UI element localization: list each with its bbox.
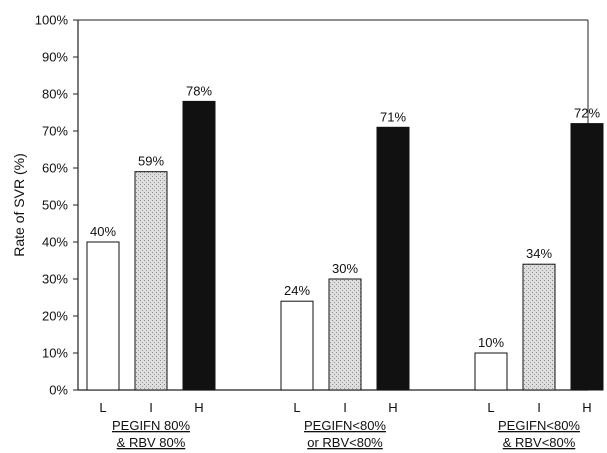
y-tick-label: 80% — [42, 87, 68, 102]
y-tick-label: 90% — [42, 50, 68, 65]
data-label: 24% — [284, 283, 310, 298]
data-label: 72% — [574, 106, 600, 121]
bar-l — [474, 352, 508, 391]
bar-h — [570, 123, 604, 391]
bar-h — [182, 100, 216, 391]
y-tick-label: 100% — [35, 13, 69, 28]
x-category-label: H — [194, 400, 203, 415]
group-label: PEGIFN<80% — [304, 418, 386, 433]
x-category-label: L — [99, 400, 106, 415]
y-tick-label: 10% — [42, 346, 68, 361]
group-label: PEGIFN 80% — [112, 418, 190, 433]
data-label: 71% — [380, 109, 406, 124]
y-tick-label: 0% — [49, 383, 68, 398]
bar-i — [328, 278, 362, 391]
bar-h — [376, 126, 410, 391]
data-label: 78% — [186, 83, 212, 98]
data-label: 40% — [90, 224, 116, 239]
group-label: & RBV<80% — [503, 435, 576, 450]
y-tick-label: 20% — [42, 309, 68, 324]
x-category-label: L — [293, 400, 300, 415]
y-axis-title: Rate of SVR (%) — [11, 153, 27, 256]
y-tick-label: 60% — [42, 161, 68, 176]
group-label: PEGIFN<80% — [498, 418, 580, 433]
bar-l — [280, 300, 314, 391]
bars — [86, 100, 604, 391]
data-label: 59% — [138, 154, 164, 169]
y-tick-label: 40% — [42, 235, 68, 250]
group-label: & RBV 80% — [117, 435, 186, 450]
data-label: 10% — [478, 335, 504, 350]
group-label: or RBV<80% — [307, 435, 383, 450]
bar-l — [86, 241, 120, 391]
axes: 0% 10% 20% 30% 40% 50% 60% 70% 80% 90% 100% Rate of… — [11, 13, 589, 398]
bar-i — [134, 171, 168, 391]
x-category-label: I — [149, 400, 153, 415]
x-category-label: H — [388, 400, 397, 415]
y-tick-label: 50% — [42, 198, 68, 213]
x-category-label: L — [487, 400, 494, 415]
y-tick-label: 30% — [42, 272, 68, 287]
x-category-label: I — [537, 400, 541, 415]
labels: 40% L 59% I 78% H PEGIFN 80% & RBV 80% 24% L 30% I 7… — [90, 83, 600, 450]
y-tick-label: 70% — [42, 124, 68, 139]
data-label: 34% — [526, 246, 552, 261]
x-category-label: H — [582, 400, 591, 415]
data-label: 30% — [332, 261, 358, 276]
x-category-label: I — [343, 400, 347, 415]
bar-i — [522, 263, 556, 391]
